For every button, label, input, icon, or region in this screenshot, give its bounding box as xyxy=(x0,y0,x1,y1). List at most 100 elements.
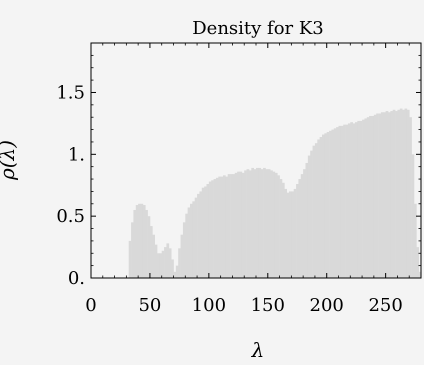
y-tick-label: 1.5 xyxy=(56,82,85,103)
histogram-bar xyxy=(305,162,309,278)
histogram-bar xyxy=(180,234,184,278)
histogram-bar xyxy=(154,244,158,278)
histogram-bar xyxy=(399,108,403,278)
chart-title: Density for K3 xyxy=(192,18,324,39)
histogram-bar xyxy=(303,169,306,278)
histogram-bar xyxy=(359,120,363,278)
histogram-bar xyxy=(347,123,351,278)
histogram-bar xyxy=(324,133,328,278)
histogram-bar xyxy=(133,209,137,278)
histogram-bar xyxy=(171,259,174,278)
y-tick-label: 0.5 xyxy=(56,206,85,227)
histogram-bar xyxy=(260,169,264,278)
histogram-bar xyxy=(298,179,302,278)
histogram-bars xyxy=(128,108,422,279)
histogram-bar xyxy=(173,271,177,278)
histogram-bar xyxy=(355,122,358,278)
histogram-bar xyxy=(204,186,207,278)
y-tick-label: 1. xyxy=(68,144,85,165)
histogram-bar xyxy=(366,117,370,279)
histogram-bar xyxy=(263,167,266,278)
histogram-bar xyxy=(314,143,318,278)
histogram-bar xyxy=(241,172,245,278)
histogram-bar xyxy=(409,117,412,279)
histogram-bar xyxy=(390,111,394,278)
histogram-bar xyxy=(383,112,386,278)
histogram-bar xyxy=(201,187,205,278)
histogram-bar xyxy=(232,174,236,278)
histogram-bar xyxy=(138,203,141,278)
histogram-bar xyxy=(211,180,214,278)
histogram-bar xyxy=(145,209,148,278)
histogram-bar xyxy=(293,188,297,278)
histogram-bar xyxy=(350,122,353,278)
histogram-bar xyxy=(253,169,257,278)
histogram-bar xyxy=(248,170,252,278)
histogram-bar xyxy=(270,170,273,278)
histogram-bar xyxy=(140,203,144,278)
histogram-bar xyxy=(333,128,337,278)
histogram-bar xyxy=(166,243,170,278)
histogram-bar xyxy=(338,125,342,279)
histogram-bar xyxy=(225,176,229,278)
histogram-bar xyxy=(206,184,210,278)
histogram-bar xyxy=(371,115,375,278)
histogram-bar xyxy=(230,174,233,278)
histogram-bar xyxy=(149,226,153,278)
histogram-bar xyxy=(168,248,172,278)
histogram-bar xyxy=(220,176,224,278)
histogram-bar xyxy=(319,137,323,278)
x-tick-label: 200 xyxy=(310,295,344,316)
histogram-bar xyxy=(340,125,344,279)
histogram-bar xyxy=(312,145,316,278)
histogram-bar xyxy=(213,179,217,278)
histogram-bar xyxy=(369,115,372,278)
histogram-bar xyxy=(234,172,238,278)
histogram-bar xyxy=(336,127,339,278)
histogram-bar xyxy=(310,150,313,278)
histogram-bar xyxy=(329,130,332,278)
histogram-bar xyxy=(352,123,356,278)
histogram-bar xyxy=(402,109,405,278)
histogram-bar xyxy=(272,171,276,278)
histogram-bar xyxy=(147,216,151,278)
histogram-bar xyxy=(404,108,408,278)
histogram-bar xyxy=(223,175,226,278)
histogram-bar xyxy=(395,111,398,278)
x-tick-label: 50 xyxy=(138,295,161,316)
histogram-bar xyxy=(345,124,349,278)
histogram-bar xyxy=(397,109,401,278)
histogram-bar xyxy=(244,170,247,278)
histogram-bar xyxy=(265,169,269,278)
histogram-bar xyxy=(300,174,304,278)
histogram-bar xyxy=(142,205,146,278)
histogram-bar xyxy=(199,191,203,278)
x-tick-label: 0 xyxy=(85,295,96,316)
histogram-bar xyxy=(239,171,243,278)
x-tick-label: 150 xyxy=(251,295,285,316)
y-axis-ticks: 0. 0.5 1. 1.5 xyxy=(56,42,421,289)
histogram-bar xyxy=(194,197,198,278)
histogram-bar xyxy=(326,132,330,278)
histogram-bar xyxy=(416,247,419,278)
histogram-bar xyxy=(317,139,320,278)
histogram-bar xyxy=(364,118,368,278)
histogram-bar xyxy=(178,248,181,278)
histogram-bar xyxy=(406,109,410,278)
histogram-bar xyxy=(385,111,389,278)
histogram-bar xyxy=(218,176,221,278)
histogram-bar xyxy=(208,181,212,278)
histogram-bar xyxy=(357,120,361,278)
histogram-bar xyxy=(380,112,384,278)
histogram-bar xyxy=(157,253,160,278)
histogram-bar xyxy=(161,250,165,278)
histogram-bar xyxy=(286,192,290,278)
x-tick-label: 250 xyxy=(368,295,402,316)
histogram-bar xyxy=(267,169,271,278)
histogram-bar xyxy=(296,184,299,278)
histogram-bar xyxy=(135,205,139,278)
histogram-bar xyxy=(256,167,259,278)
histogram-bar xyxy=(246,169,250,278)
y-axis-label: ρ(λ) xyxy=(0,140,19,181)
